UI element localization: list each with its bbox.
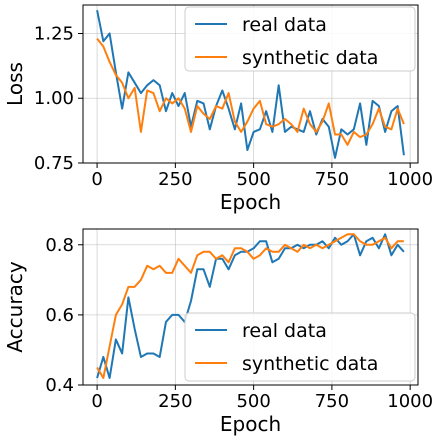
loss-x-tick-label: 250 bbox=[158, 169, 192, 190]
accuracy-legend-label-synthetic: synthetic data bbox=[242, 353, 378, 375]
accuracy-plot-frame bbox=[82, 228, 419, 386]
loss-chart: 0 250 500 750 1000 0.75 1.00 1.25 Epoch Loss real … bbox=[3, 4, 433, 214]
loss-y-tick-label: 1.00 bbox=[34, 88, 74, 109]
accuracy-y-axis-label: Accuracy bbox=[3, 261, 27, 352]
loss-series-synthetic-line bbox=[96, 38, 405, 146]
accuracy-y-tick-label: 0.4 bbox=[45, 375, 74, 396]
loss-x-axis-label: Epoch bbox=[220, 190, 281, 214]
accuracy-x-axis-label: Epoch bbox=[220, 412, 281, 436]
loss-series-real-line bbox=[96, 9, 405, 159]
loss-x-tick-label: 0 bbox=[91, 169, 102, 190]
accuracy-x-tick-label: 1000 bbox=[387, 391, 433, 412]
accuracy-y-tick-label: 0.6 bbox=[45, 305, 74, 326]
loss-y-tick-label: 0.75 bbox=[34, 153, 74, 174]
accuracy-legend-label-real: real data bbox=[242, 320, 327, 342]
accuracy-x-tick-label: 250 bbox=[158, 391, 192, 412]
accuracy-chart: 0 250 500 750 1000 0.4 0.6 0.8 Epoch Accuracy real… bbox=[3, 228, 433, 436]
accuracy-series-synthetic-line bbox=[96, 233, 404, 379]
accuracy-series-real-line bbox=[96, 233, 405, 379]
loss-y-axis-label: Loss bbox=[3, 62, 27, 106]
accuracy-x-tick-label: 0 bbox=[91, 391, 102, 412]
accuracy-legend-box bbox=[184, 312, 416, 382]
loss-plot-frame bbox=[82, 4, 419, 164]
accuracy-x-tick-label: 500 bbox=[236, 391, 270, 412]
loss-legend-label-synthetic: synthetic data bbox=[242, 47, 378, 69]
loss-legend-box bbox=[184, 6, 416, 72]
loss-x-tick-label: 500 bbox=[236, 169, 270, 190]
loss-x-tick-label: 750 bbox=[315, 169, 349, 190]
loss-x-tick-label: 1000 bbox=[387, 169, 433, 190]
accuracy-x-tick-label: 750 bbox=[315, 391, 349, 412]
loss-legend-label-real: real data bbox=[242, 14, 327, 36]
loss-y-tick-label: 1.25 bbox=[34, 23, 74, 44]
accuracy-y-tick-label: 0.8 bbox=[45, 235, 74, 256]
